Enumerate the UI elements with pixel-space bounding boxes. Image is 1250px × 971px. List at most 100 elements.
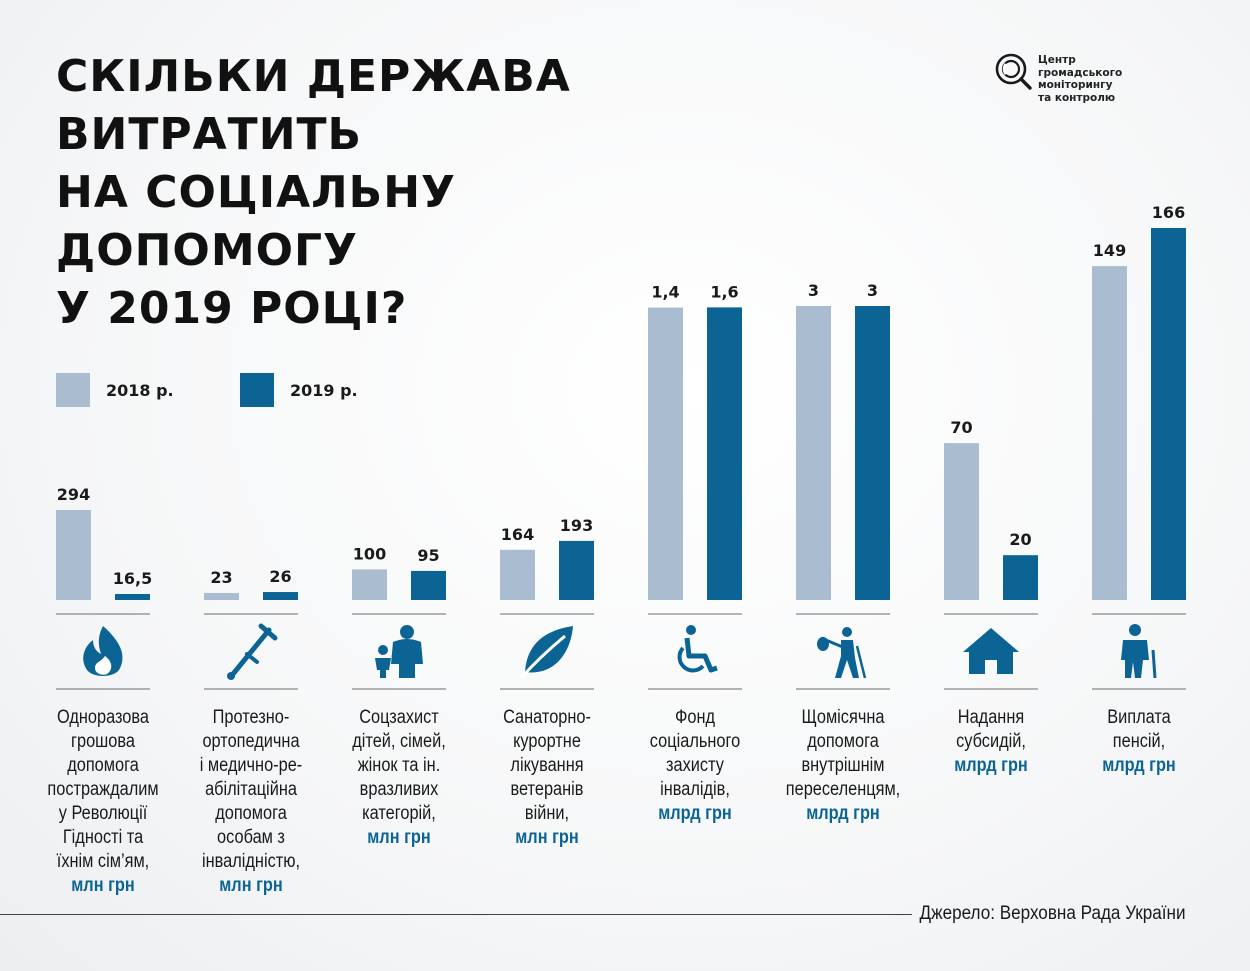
category-label-line: жінок та ін.: [357, 755, 441, 776]
category-label-line: соціального: [649, 731, 741, 752]
unit-label: млрд грн: [954, 755, 1028, 776]
value-label-2019: 3: [867, 281, 878, 300]
category-label-line: захисту: [666, 755, 724, 776]
bar-2018: [352, 569, 387, 600]
title-line: на соціальну: [56, 167, 456, 218]
value-label-2019: 26: [269, 567, 291, 586]
category-label-line: ветеранів: [510, 779, 584, 800]
category-label-line: ортопедична: [202, 731, 300, 752]
category-label-line: постраждалим: [47, 779, 159, 800]
category-label-line: Протезно-: [212, 707, 290, 728]
category-label-line: внутрішнім: [801, 755, 885, 776]
value-label-2019: 95: [417, 546, 439, 565]
unit-label: млрд грн: [1102, 755, 1176, 776]
bar-2019: [707, 307, 742, 600]
category-label-line: особам з: [217, 827, 285, 848]
page-title: Скільки держава витратить на соціальну д…: [56, 48, 571, 338]
house-icon: [963, 628, 1019, 674]
value-label-2018: 3: [808, 281, 819, 300]
title-line: Скільки держава: [56, 51, 571, 102]
bar-2019: [115, 594, 150, 600]
bar-2018: [204, 592, 239, 600]
value-label-2019: 20: [1009, 530, 1031, 549]
category-label-line: курортне: [513, 731, 581, 752]
category-label: Надання субсидій, млрд грн: [922, 706, 1060, 778]
category-label-line: субсидій,: [956, 731, 1026, 752]
source-divider: [0, 914, 912, 915]
value-label-2018: 70: [950, 418, 972, 437]
value-label-2019: 193: [560, 516, 593, 535]
category-label: Щомісячна допомога внутрішнім переселенцям,…: [774, 706, 912, 826]
unit-label: млн грн: [219, 875, 283, 896]
value-label-2019: 1,6: [710, 282, 738, 301]
bar-group: 149 166: [1092, 203, 1186, 690]
category-label-line: Санаторно-: [503, 707, 591, 728]
unit-label: млн грн: [367, 827, 431, 848]
category-label-line: інвалідів,: [660, 779, 730, 800]
category-label-line: грошова: [71, 731, 135, 752]
bar-group: 294 16,5: [56, 485, 152, 690]
logo-line: Центр: [1038, 54, 1076, 66]
value-label-2019: 16,5: [113, 569, 152, 588]
legend-swatch-2018: [56, 373, 90, 407]
wheelchair-icon: [677, 625, 718, 673]
logo-line: та контролю: [1038, 91, 1116, 104]
category-label-line: Соцзахист: [359, 707, 439, 728]
logo-text: Центр громадського моніторингу та контро…: [1038, 54, 1194, 104]
category-label-line: вразливих: [359, 779, 439, 800]
title-line: у 2019 році?: [56, 283, 408, 334]
category-label-line: переселенцям,: [785, 779, 901, 800]
bar-2019: [559, 540, 594, 600]
logo: Центр громадського моніторингу та контро…: [994, 52, 1194, 104]
bar-group: 23 26: [204, 567, 298, 690]
category-label: Фонд соціального захисту інвалідів, млрд грн: [626, 706, 764, 826]
leaf-icon: [519, 626, 573, 679]
category-label-line: Одноразова: [57, 707, 149, 728]
title-line: витратить: [56, 109, 363, 160]
bar-2018: [500, 549, 535, 600]
category-label-line: допомога: [215, 803, 287, 824]
category-label-line: допомога: [807, 731, 879, 752]
value-label-2018: 1,4: [651, 283, 679, 302]
category-label-line: у Революції: [58, 803, 148, 824]
magnifier-logo-icon: [995, 53, 1032, 90]
category-label: Виплата пенсій, млрд грн: [1070, 706, 1208, 778]
bar-group: 1,4 1,6: [648, 282, 742, 690]
category-label-line: абілітаційна: [205, 779, 297, 800]
bar-2019: [1151, 228, 1186, 600]
category-label: Соцзахист дітей, сімей, жінок та ін. вразли…: [330, 706, 468, 850]
legend-swatch-2019: [240, 373, 274, 407]
category-label: Протезно-ортопедична і медично-ре-абіліта…: [182, 706, 320, 898]
value-label-2018: 100: [353, 544, 386, 563]
bar-2018: [1092, 266, 1127, 600]
legend-label-2018: 2018 р.: [106, 381, 174, 400]
category-label-line: і медично-ре-: [199, 755, 303, 776]
category-label-line: пенсій,: [1112, 731, 1166, 752]
bar-2019: [263, 592, 298, 600]
category-label-line: Фонд: [674, 707, 716, 728]
crutch-icon: [227, 623, 278, 680]
bar-2018: [56, 510, 91, 600]
value-label-2019: 166: [1152, 203, 1185, 222]
unit-label: млн грн: [71, 875, 135, 896]
category-label-line: Надання: [957, 707, 1025, 728]
unit-label: млн грн: [515, 827, 579, 848]
unit-label: млрд грн: [806, 803, 880, 824]
category-label-line: Щомісячна: [801, 707, 885, 728]
category-label-line: категорій,: [362, 803, 436, 824]
category-label-line: Виплата: [1107, 707, 1171, 728]
bar-2018: [796, 306, 831, 600]
category-label-line: війни,: [524, 803, 570, 824]
value-label-2018: 164: [501, 525, 534, 544]
value-label-2018: 23: [210, 568, 232, 587]
bar-group: 70 20: [944, 418, 1038, 690]
migrant-icon: [817, 627, 867, 679]
category-label-line: лікування: [510, 755, 584, 776]
category-label-line: допомога: [67, 755, 139, 776]
elderly-icon: [1121, 624, 1157, 679]
unit-label: млрд грн: [658, 803, 732, 824]
bar-group: 100 95: [352, 544, 446, 690]
category-label: Санаторно-курортне лікування ветеранів війн…: [478, 706, 616, 850]
